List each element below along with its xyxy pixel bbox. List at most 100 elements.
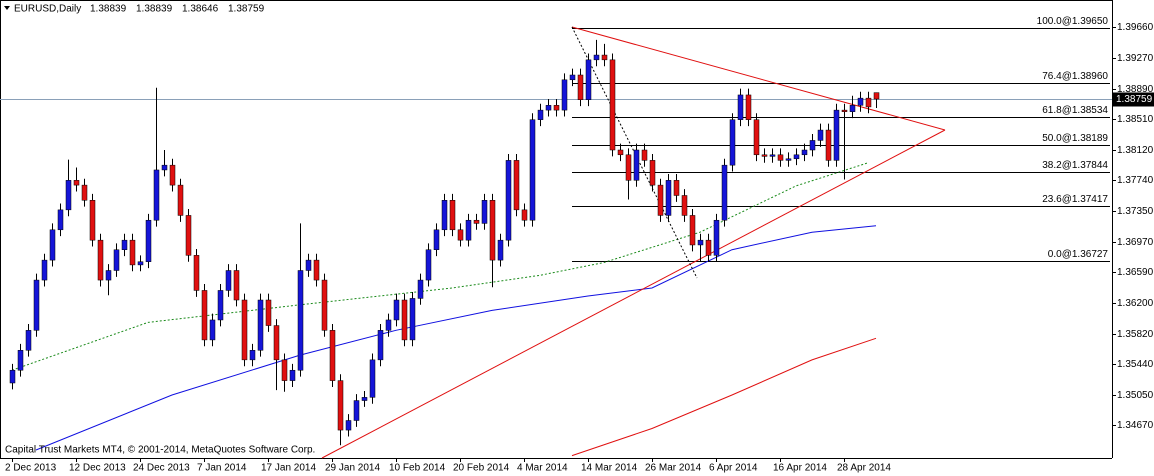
y-tick-label: 1.39660	[1117, 22, 1154, 33]
candle-body	[121, 239, 128, 250]
candle-body	[833, 109, 840, 161]
candle-body	[553, 105, 560, 111]
candle-body	[425, 249, 432, 281]
candle-body	[401, 299, 408, 341]
candle-body	[185, 215, 192, 256]
candle-body	[89, 200, 96, 241]
x-tick-label: 4 Mar 2014	[517, 463, 568, 474]
candle-body	[561, 79, 568, 111]
candle-body	[537, 109, 544, 120]
x-tick-label: 6 Apr 2014	[709, 463, 758, 474]
candle-body	[73, 180, 80, 186]
candle-body	[361, 397, 368, 401]
candle-body	[41, 259, 48, 281]
candle-body	[481, 200, 488, 224]
candle-body	[737, 94, 744, 120]
fibo-label: 76.4@1.38960	[1042, 71, 1108, 82]
candle-body	[385, 319, 392, 331]
candle-body	[257, 299, 264, 351]
candle-body	[225, 270, 232, 291]
candle-body	[865, 97, 872, 108]
candle-body	[841, 109, 848, 112]
candle-body	[817, 129, 824, 141]
last-price-label: 1.38759	[1116, 94, 1153, 105]
candle-body	[217, 290, 224, 321]
candle-body	[297, 270, 304, 371]
candle-body	[329, 330, 336, 381]
y-tick-label: 1.34670	[1117, 420, 1154, 431]
candle-body	[241, 299, 248, 361]
candle-body	[249, 350, 256, 361]
candle-body	[697, 239, 704, 246]
candle-body	[489, 200, 496, 261]
candle-body	[713, 219, 720, 256]
candle-body	[281, 359, 288, 381]
x-tick-label: 12 Dec 2013	[69, 463, 126, 474]
candle-body	[457, 229, 464, 241]
candle-body	[529, 119, 536, 221]
candle-body	[641, 149, 648, 161]
candle-body	[545, 105, 552, 111]
candle-body	[57, 209, 64, 231]
candle-body	[705, 239, 712, 256]
x-tick-label: 2 Dec 2013	[5, 463, 57, 474]
y-tick-label: 1.35440	[1117, 359, 1154, 370]
candle-body	[585, 59, 592, 100]
candle-body	[625, 154, 632, 181]
candle-body	[873, 92, 880, 100]
candle-body	[393, 299, 400, 321]
candle-body	[313, 259, 320, 281]
candle-body	[497, 239, 504, 261]
x-tick-label: 7 Jan 2014	[197, 463, 247, 474]
candle-body	[433, 229, 440, 250]
y-tick-label: 1.37350	[1117, 206, 1154, 217]
candle-body	[753, 119, 760, 156]
candle-body	[745, 94, 752, 120]
candle-body	[761, 154, 768, 157]
candle-body	[849, 105, 856, 112]
candle-body	[81, 184, 88, 201]
candle-body	[825, 129, 832, 161]
candle-body	[97, 239, 104, 281]
candle-body	[473, 219, 480, 224]
fibo-label: 0.0@1.36727	[1048, 249, 1109, 260]
y-tick-label: 1.35820	[1117, 329, 1154, 340]
candle-body	[673, 180, 680, 196]
candle-body	[289, 369, 296, 381]
candle-body	[809, 140, 816, 151]
candle-body	[305, 259, 312, 271]
candle-body	[409, 298, 416, 341]
candle-body	[273, 325, 280, 361]
x-tick-label: 17 Jan 2014	[261, 463, 316, 474]
y-tick-label: 1.36200	[1117, 298, 1154, 309]
footer-copyright: Capital Trust Markets MT4, © 2001-2014, …	[5, 445, 315, 456]
candle-body	[25, 330, 32, 351]
candle-body	[105, 270, 112, 281]
candle-body	[177, 184, 184, 216]
candle-body	[201, 290, 208, 341]
header-close: 1.38759	[228, 4, 265, 15]
candle-body	[593, 54, 600, 61]
symbol-title: EURUSD,Daily	[14, 4, 81, 15]
header-open: 1.38839	[90, 4, 127, 15]
fibo-label: 100.0@1.39650	[1037, 16, 1109, 27]
candle-body	[609, 59, 616, 151]
candle-body	[777, 154, 784, 161]
candle-body	[9, 369, 16, 384]
trend-line	[571, 26, 946, 131]
x-tick-label: 28 Apr 2014	[837, 463, 891, 474]
y-tick-label: 1.38510	[1117, 114, 1154, 125]
candle-body	[729, 119, 736, 166]
candle-body	[569, 74, 576, 81]
candle-body	[113, 249, 120, 271]
y-tick-label: 1.36970	[1117, 237, 1154, 248]
candle-body	[417, 279, 424, 299]
y-tick-label: 1.36590	[1117, 267, 1154, 278]
candle-body	[161, 164, 168, 171]
x-tick-label: 20 Feb 2014	[453, 463, 510, 474]
candle-body	[321, 279, 328, 331]
candle-body	[513, 160, 520, 211]
candle-body	[657, 184, 664, 216]
